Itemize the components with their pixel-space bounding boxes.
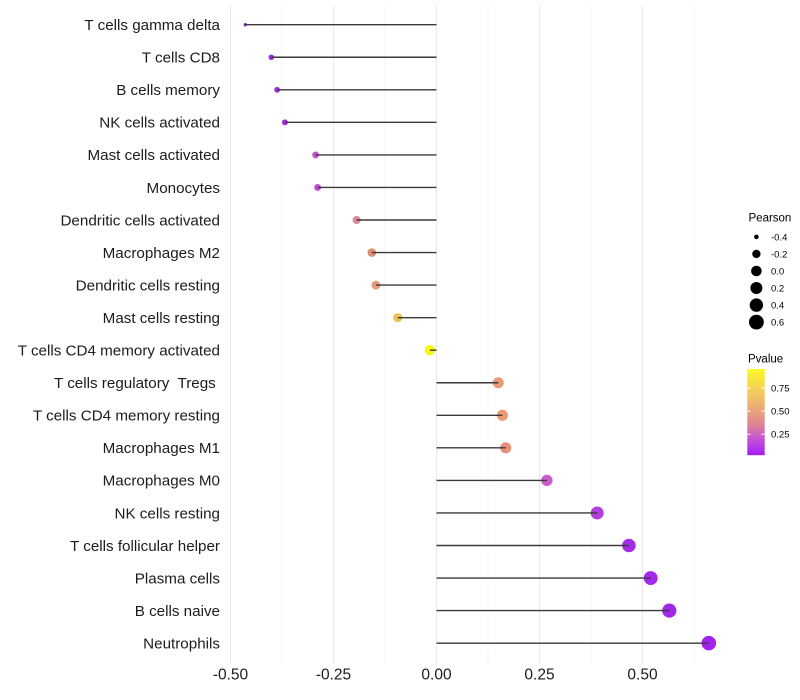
svg-text:Mast cells resting: Mast cells resting (103, 310, 220, 327)
svg-text:Dendritic cells activated: Dendritic cells activated (60, 212, 220, 229)
svg-text:Mast cells activated: Mast cells activated (87, 147, 220, 164)
svg-text:-0.2: -0.2 (771, 249, 787, 260)
svg-text:B cells naive: B cells naive (135, 603, 220, 620)
svg-text:0.50: 0.50 (771, 407, 790, 418)
svg-text:0.4: 0.4 (771, 301, 784, 312)
svg-text:0.6: 0.6 (771, 318, 784, 329)
svg-text:0.75: 0.75 (771, 384, 790, 395)
svg-text:Neutrophils: Neutrophils (143, 635, 220, 652)
svg-text:Pearson: Pearson (749, 213, 792, 225)
svg-text:Monocytes: Monocytes (147, 180, 221, 197)
svg-text:0.25: 0.25 (771, 430, 790, 441)
svg-text:NK cells resting: NK cells resting (114, 505, 220, 522)
svg-text:Macrophages M0: Macrophages M0 (103, 473, 220, 490)
svg-text:T cells gamma delta: T cells gamma delta (84, 17, 220, 34)
svg-text:0.50: 0.50 (627, 667, 658, 684)
svg-text:-0.50: -0.50 (213, 667, 249, 684)
svg-text:Plasma cells: Plasma cells (135, 570, 221, 587)
svg-text:B cells memory: B cells memory (116, 82, 220, 99)
svg-text:T cells follicular helper: T cells follicular helper (70, 538, 220, 555)
svg-text:0.25: 0.25 (524, 667, 554, 684)
svg-text:-0.4: -0.4 (771, 232, 787, 243)
svg-text:T cells CD4 memory resting: T cells CD4 memory resting (33, 408, 220, 425)
svg-text:0.0: 0.0 (771, 266, 784, 277)
svg-text:0.2: 0.2 (771, 283, 784, 294)
svg-text:Macrophages M1: Macrophages M1 (103, 440, 220, 457)
svg-text:Macrophages M2: Macrophages M2 (103, 245, 220, 262)
svg-text:NK cells activated: NK cells activated (99, 115, 220, 132)
svg-text:T cells regulatory Tregs: T cells regulatory Tregs (54, 375, 220, 392)
svg-text:T cells CD8: T cells CD8 (142, 50, 220, 67)
svg-text:Dendritic cells resting: Dendritic cells resting (76, 277, 220, 294)
svg-text:-0.25: -0.25 (316, 667, 351, 684)
svg-text:T cells CD4 memory activated: T cells CD4 memory activated (18, 343, 220, 360)
svg-text:0.00: 0.00 (421, 667, 452, 684)
svg-text:Pvalue: Pvalue (748, 354, 783, 366)
